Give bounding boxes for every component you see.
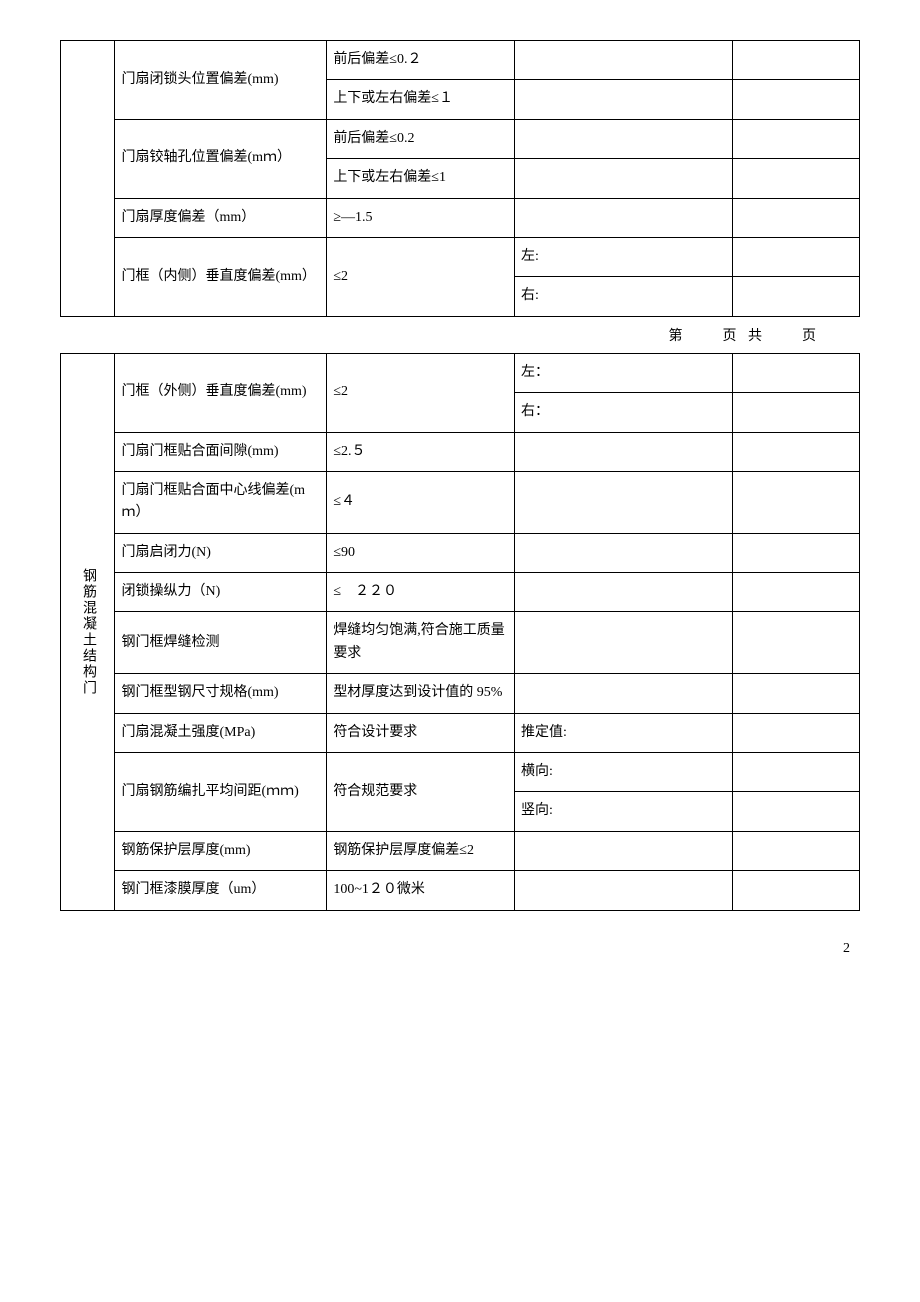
measured-value-2 bbox=[732, 792, 859, 831]
measured-value-2 bbox=[732, 41, 859, 80]
spec-value: ≤2.５ bbox=[327, 432, 515, 471]
measured-value-2 bbox=[732, 471, 859, 533]
measured-value-2 bbox=[732, 573, 859, 612]
measured-value-1 bbox=[514, 159, 732, 198]
measured-value-1 bbox=[514, 831, 732, 870]
measured-value-2 bbox=[732, 674, 859, 713]
inspection-item: 门扇门框贴合面中心线偏差(mｍ） bbox=[115, 471, 327, 533]
spec-value: 上下或左右偏差≤１ bbox=[327, 80, 515, 119]
inspection-item: 门框（内侧）垂直度偏差(mm） bbox=[115, 237, 327, 316]
measured-value-1: 横向: bbox=[514, 753, 732, 792]
spec-value: 前后偏差≤0.２ bbox=[327, 41, 515, 80]
inspection-item: 闭锁操纵力（N) bbox=[115, 573, 327, 612]
measured-value-1 bbox=[514, 612, 732, 674]
measured-value-1 bbox=[514, 198, 732, 237]
inspection-table-2: 钢筋混凝土结构门门框（外侧）垂直度偏差(mm)≤2左：右： 门扇门框贴合面间隙(m… bbox=[60, 353, 860, 911]
inspection-item: 门扇钢筋编扎平均间距(ｍｍ) bbox=[115, 753, 327, 832]
spec-value: ≥―1.5 bbox=[327, 198, 515, 237]
spec-value: ≤４ bbox=[327, 471, 515, 533]
inspection-item: 门扇闭锁头位置偏差(mm) bbox=[115, 41, 327, 120]
spec-value: ≤ ２２０ bbox=[327, 573, 515, 612]
category-cell-1 bbox=[61, 41, 115, 317]
spec-value: 符合设计要求 bbox=[327, 713, 515, 752]
measured-value-2 bbox=[732, 198, 859, 237]
measured-value-1 bbox=[514, 80, 732, 119]
inspection-item: 钢门框型钢尺寸规格(mm) bbox=[115, 674, 327, 713]
measured-value-1 bbox=[514, 471, 732, 533]
page-number: 2 bbox=[60, 911, 860, 957]
measured-value-1: 右: bbox=[514, 277, 732, 316]
measured-value-2 bbox=[732, 831, 859, 870]
spec-value: ≤90 bbox=[327, 533, 515, 572]
measured-value-2 bbox=[732, 237, 859, 276]
measured-value-1: 右： bbox=[514, 393, 732, 432]
spec-value: 焊缝均匀饱满,符合施工质量要求 bbox=[327, 612, 515, 674]
inspection-item: 钢筋保护层厚度(mm) bbox=[115, 831, 327, 870]
measured-value-1 bbox=[514, 674, 732, 713]
spec-value: 前后偏差≤0.2 bbox=[327, 119, 515, 158]
measured-value-1: 左: bbox=[514, 237, 732, 276]
measured-value-1 bbox=[514, 533, 732, 572]
measured-value-2 bbox=[732, 393, 859, 432]
measured-value-1 bbox=[514, 41, 732, 80]
spec-value: ≤2 bbox=[327, 237, 515, 316]
measured-value-2 bbox=[732, 119, 859, 158]
measured-value-2 bbox=[732, 612, 859, 674]
measured-value-2 bbox=[732, 432, 859, 471]
measured-value-1 bbox=[514, 432, 732, 471]
spec-value: 上下或左右偏差≤1 bbox=[327, 159, 515, 198]
inspection-item: 门扇启闭力(N) bbox=[115, 533, 327, 572]
inspection-item: 门扇混凝土强度(MPa) bbox=[115, 713, 327, 752]
inspection-item: 钢门框焊缝检测 bbox=[115, 612, 327, 674]
measured-value-2 bbox=[732, 80, 859, 119]
measured-value-2 bbox=[732, 277, 859, 316]
inspection-item: 门扇铰轴孔位置偏差(mｍ） bbox=[115, 119, 327, 198]
category-header-2: 钢筋混凝土结构门 bbox=[61, 353, 115, 910]
measured-value-2 bbox=[732, 353, 859, 392]
inspection-item: 门扇门框贴合面间隙(mm) bbox=[115, 432, 327, 471]
measured-value-1: 竖向: bbox=[514, 792, 732, 831]
inspection-table-1: 门扇闭锁头位置偏差(mm)前后偏差≤0.２上下或左右偏差≤１门扇铰轴孔位置偏差(… bbox=[60, 40, 860, 317]
spec-value: 钢筋保护层厚度偏差≤2 bbox=[327, 831, 515, 870]
measured-value-1: 左： bbox=[514, 353, 732, 392]
spec-value: 型材厚度达到设计值的 95% bbox=[327, 674, 515, 713]
measured-value-1: 推定值: bbox=[514, 713, 732, 752]
page-info-text: 第 页 共 页 bbox=[60, 317, 860, 353]
spec-value: ≤2 bbox=[327, 353, 515, 432]
inspection-item: 门框（外侧）垂直度偏差(mm) bbox=[115, 353, 327, 432]
measured-value-2 bbox=[732, 713, 859, 752]
measured-value-2 bbox=[732, 871, 859, 910]
spec-value: 符合规范要求 bbox=[327, 753, 515, 832]
measured-value-1 bbox=[514, 871, 732, 910]
measured-value-2 bbox=[732, 533, 859, 572]
measured-value-2 bbox=[732, 159, 859, 198]
measured-value-1 bbox=[514, 119, 732, 158]
measured-value-2 bbox=[732, 753, 859, 792]
inspection-item: 门扇厚度偏差（mm） bbox=[115, 198, 327, 237]
spec-value: 100~1２０微米 bbox=[327, 871, 515, 910]
inspection-item: 钢门框漆膜厚度（um） bbox=[115, 871, 327, 910]
measured-value-1 bbox=[514, 573, 732, 612]
